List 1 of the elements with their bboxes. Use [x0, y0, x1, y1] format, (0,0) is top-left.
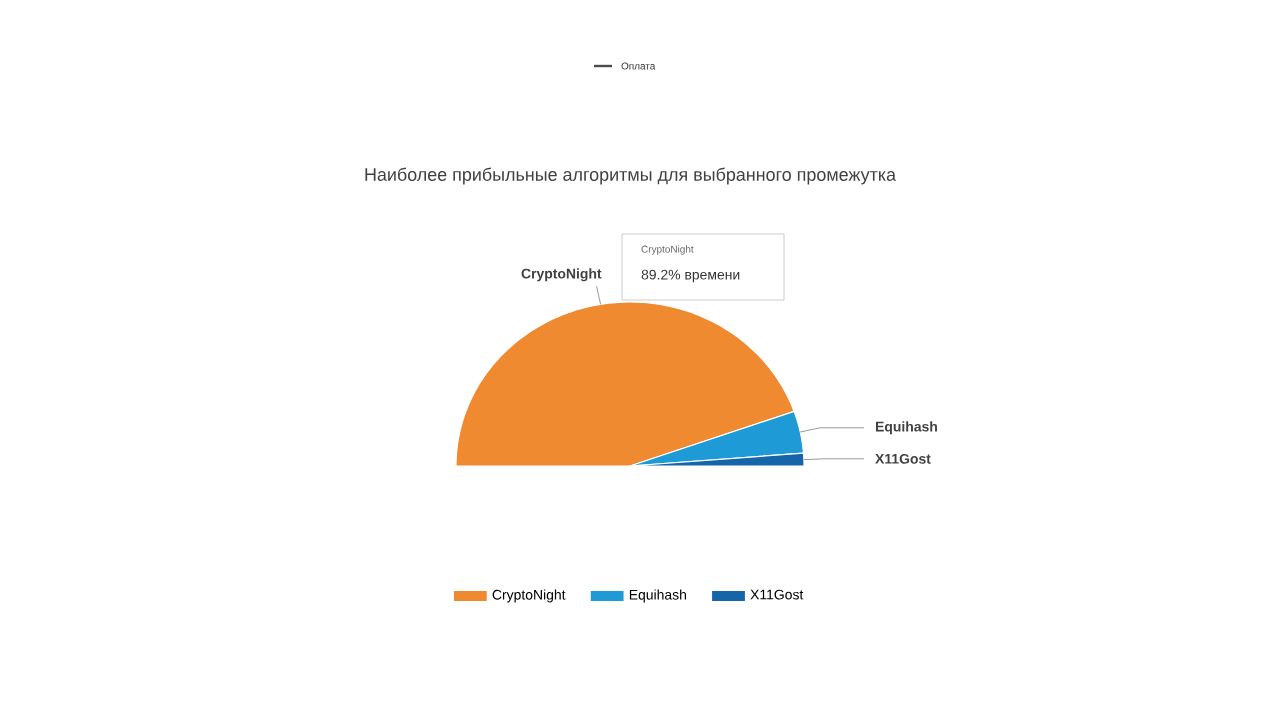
chart-title: Наиболее прибыльные алгоритмы для выбранного промежутка [365, 167, 897, 185]
